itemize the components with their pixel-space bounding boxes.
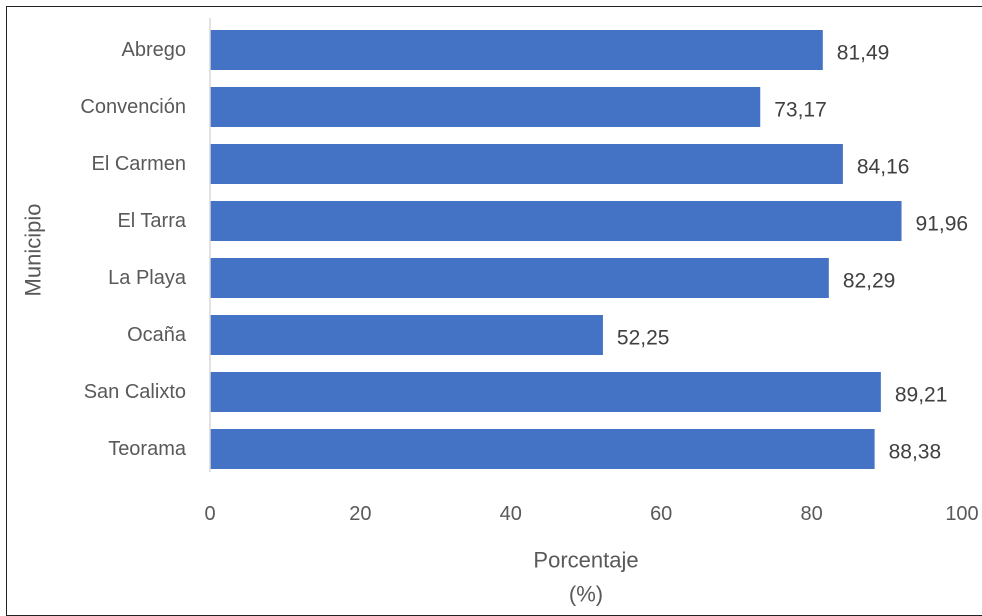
data-label: 88,38 xyxy=(889,441,942,464)
category-labels-group: Abrego Convención El Carmen El Tarra La Play… xyxy=(80,39,187,460)
category-label: San Calixto xyxy=(84,381,186,403)
bar xyxy=(210,258,829,298)
bar xyxy=(210,144,843,184)
data-label: 91,96 xyxy=(916,213,969,236)
x-tick-label: 0 xyxy=(204,503,215,525)
bar xyxy=(210,372,881,412)
x-tick-label: 100 xyxy=(945,503,978,525)
bars-group xyxy=(210,30,902,469)
bar xyxy=(210,429,875,469)
x-tick-label: 80 xyxy=(800,503,822,525)
data-label: 89,21 xyxy=(895,384,948,407)
data-label: 81,49 xyxy=(837,42,890,65)
category-label: Abrego xyxy=(122,39,187,61)
x-tick-labels-group: 0 20 40 60 80 100 xyxy=(204,503,978,525)
data-label: 52,25 xyxy=(617,327,670,350)
x-tick-label: 40 xyxy=(500,503,522,525)
x-axis-title-line1: Porcentaje xyxy=(533,548,638,573)
data-label: 73,17 xyxy=(774,99,827,122)
x-tick-label: 60 xyxy=(650,503,672,525)
category-label: Convención xyxy=(80,96,186,118)
x-tick-label: 20 xyxy=(349,503,371,525)
x-axis-title-line2: (%) xyxy=(569,582,603,607)
bar xyxy=(210,30,823,70)
data-label: 84,16 xyxy=(857,156,910,179)
category-label: El Tarra xyxy=(117,210,186,232)
category-label: El Carmen xyxy=(92,153,186,175)
category-label: Ocaña xyxy=(127,324,187,346)
category-label: La Playa xyxy=(108,267,187,289)
bar xyxy=(210,87,761,127)
bar xyxy=(210,201,902,241)
data-label: 82,29 xyxy=(843,270,896,293)
data-labels-group: 81,49 73,17 84,16 91,96 82,29 52,25 89,21 88,38 xyxy=(617,42,968,464)
category-label: Teorama xyxy=(108,438,187,460)
y-axis-title: Municipio xyxy=(21,204,46,297)
bar xyxy=(210,315,603,355)
